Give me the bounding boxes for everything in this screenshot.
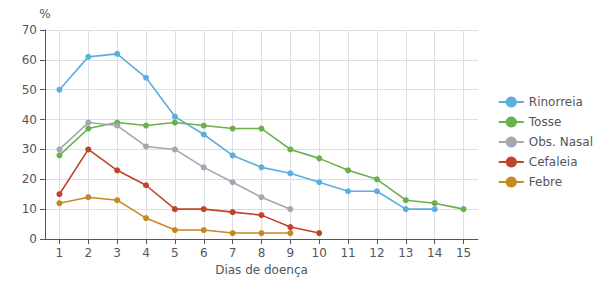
svg-text:40: 40	[22, 113, 37, 127]
svg-text:Tosse: Tosse	[528, 115, 562, 129]
svg-text:Rinorreia: Rinorreia	[529, 95, 583, 109]
svg-text:10: 10	[312, 246, 327, 260]
svg-text:30: 30	[22, 142, 37, 156]
svg-text:Dias de doença: Dias de doença	[215, 263, 308, 277]
svg-text:12: 12	[369, 246, 384, 260]
svg-text:50: 50	[22, 83, 37, 97]
svg-text:11: 11	[340, 246, 355, 260]
svg-text:14: 14	[427, 246, 442, 260]
svg-text:70: 70	[22, 23, 37, 37]
svg-text:7: 7	[229, 246, 237, 260]
svg-text:10: 10	[22, 202, 37, 216]
svg-text:2: 2	[84, 246, 92, 260]
svg-text:60: 60	[22, 53, 37, 67]
svg-text:5: 5	[171, 246, 179, 260]
svg-text:13: 13	[398, 246, 413, 260]
svg-text:15: 15	[456, 246, 471, 260]
svg-text:20: 20	[22, 172, 37, 186]
svg-text:Obs. Nasal: Obs. Nasal	[529, 135, 593, 149]
svg-text:6: 6	[200, 246, 208, 260]
svg-text:3: 3	[113, 246, 121, 260]
svg-text:Cefaleia: Cefaleia	[529, 155, 578, 169]
svg-text:8: 8	[258, 246, 266, 260]
svg-text:0: 0	[29, 232, 37, 246]
svg-text:1: 1	[56, 246, 64, 260]
svg-text:%: %	[39, 7, 50, 21]
svg-text:Febre: Febre	[529, 175, 562, 189]
svg-text:4: 4	[142, 246, 150, 260]
svg-text:9: 9	[287, 246, 295, 260]
